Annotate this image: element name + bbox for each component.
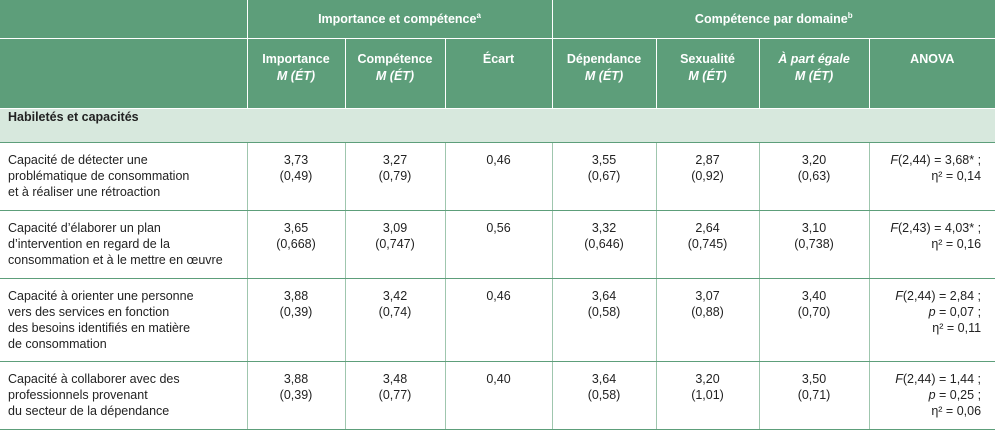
cell-importance: 3,88 (0,39)	[247, 278, 346, 362]
cell-anova: F(2,44) = 3,68* ; η² = 0,14	[869, 142, 995, 211]
table-row: Capacité à collaborer avec des profession…	[0, 361, 995, 430]
cell-importance: 3,88 (0,39)	[247, 361, 346, 430]
cell-competence: 3,27 (0,79)	[345, 142, 446, 211]
section-title: Habiletés et capacités	[0, 108, 995, 143]
row-label: Capacité de détecter une problématique de…	[0, 142, 248, 211]
cell-part-egale: 3,40 (0,70)	[759, 278, 870, 362]
table-row: Capacité de détecter une problématique de…	[0, 142, 995, 211]
cell-importance: 3,73 (0,49)	[247, 142, 346, 211]
cell-ecart: 0,46	[445, 142, 553, 211]
row-label: Capacité d’élaborer un plan d’interventio…	[0, 210, 248, 279]
table-row: Capacité d’élaborer un plan d’interventio…	[0, 210, 995, 279]
cell-dependance: 3,64 (0,58)	[552, 361, 657, 430]
col-header-importance: Importance M (ÉT)	[247, 38, 346, 109]
col-header-part-egale: À part égale M (ÉT)	[759, 38, 870, 109]
col-header-anova: ANOVA	[869, 38, 995, 109]
cell-sexualite: 3,07 (0,88)	[656, 278, 760, 362]
cell-part-egale: 3,50 (0,71)	[759, 361, 870, 430]
cell-importance: 3,65 (0,668)	[247, 210, 346, 279]
cell-dependance: 3,32 (0,646)	[552, 210, 657, 279]
cell-dependance: 3,55 (0,67)	[552, 142, 657, 211]
group-header-competence-domaine: Compétence par domaineb	[552, 0, 995, 39]
cell-part-egale: 3,20 (0,63)	[759, 142, 870, 211]
cell-anova: F(2,43) = 4,03* ; η² = 0,16	[869, 210, 995, 279]
cell-sexualite: 3,20 (1,01)	[656, 361, 760, 430]
cell-sexualite: 2,64 (0,745)	[656, 210, 760, 279]
cell-ecart: 0,40	[445, 361, 553, 430]
cell-anova: F(2,44) = 2,84 ; p = 0,07 ; η² = 0,11	[869, 278, 995, 362]
cell-competence: 3,48 (0,77)	[345, 361, 446, 430]
cell-competence: 3,09 (0,747)	[345, 210, 446, 279]
cell-competence: 3,42 (0,74)	[345, 278, 446, 362]
cell-ecart: 0,56	[445, 210, 553, 279]
col-header-ecart: Écart	[445, 38, 553, 109]
table-row: Capacité à orienter une personne vers des…	[0, 278, 995, 362]
group-header-importance-competence: Importance et compétencea	[247, 0, 553, 39]
col-header-sexualite: Sexualité M (ÉT)	[656, 38, 760, 109]
row-label: Capacité à orienter une personne vers des…	[0, 278, 248, 362]
col-header-dependance: Dépendance M (ÉT)	[552, 38, 657, 109]
col-header-competence: Compétence M (ÉT)	[345, 38, 446, 109]
row-label: Capacité à collaborer avec des profession…	[0, 361, 248, 430]
cell-anova: F(2,44) = 1,44 ; p = 0,25 ; η² = 0,06	[869, 361, 995, 430]
header-empty	[0, 0, 248, 39]
cell-sexualite: 2,87 (0,92)	[656, 142, 760, 211]
cell-dependance: 3,64 (0,58)	[552, 278, 657, 362]
header-empty-2	[0, 38, 248, 109]
cell-ecart: 0,46	[445, 278, 553, 362]
cell-part-egale: 3,10 (0,738)	[759, 210, 870, 279]
